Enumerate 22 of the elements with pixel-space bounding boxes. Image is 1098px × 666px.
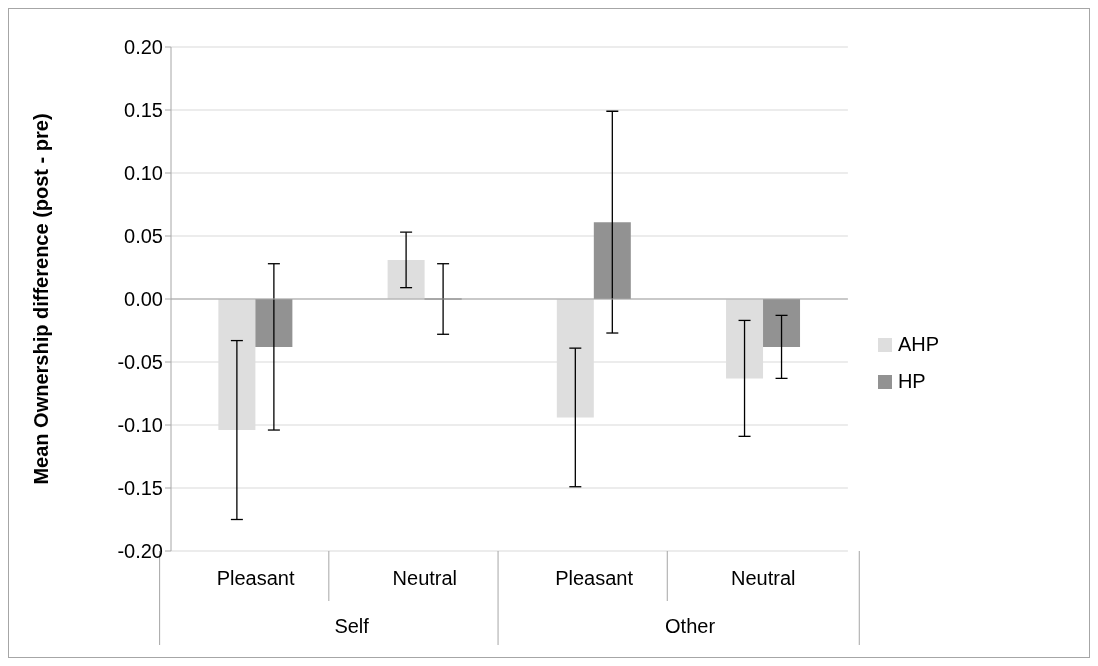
x-tick-label: Neutral <box>731 567 796 589</box>
bar <box>593 222 631 299</box>
y-tick-label: 0.15 <box>124 99 163 122</box>
y-tick-label: 0.05 <box>124 225 163 248</box>
y-tick-label: 0.10 <box>124 162 163 185</box>
legend-label: HP <box>896 370 927 393</box>
y-tick-label: 0.20 <box>124 36 163 59</box>
y-tick-label: -0.15 <box>117 477 163 500</box>
bar <box>763 299 801 347</box>
x-tick-label: Pleasant <box>216 567 295 589</box>
text: Self <box>334 615 370 637</box>
y-tick-label: 0.00 <box>124 288 163 311</box>
bar <box>387 259 425 299</box>
y-tick-label: -0.20 <box>117 540 163 563</box>
x-tick-label: Neutral <box>392 567 458 589</box>
y-tick-label: -0.10 <box>117 414 163 437</box>
legend-label: AHP <box>896 333 939 356</box>
y-axis-title: Mean Ownership difference (post - pre) <box>30 113 53 485</box>
bar <box>255 299 293 347</box>
text: Other <box>665 615 716 637</box>
y-tick-label: -0.05 <box>117 351 163 374</box>
x-tick-label: Pleasant <box>555 567 634 589</box>
